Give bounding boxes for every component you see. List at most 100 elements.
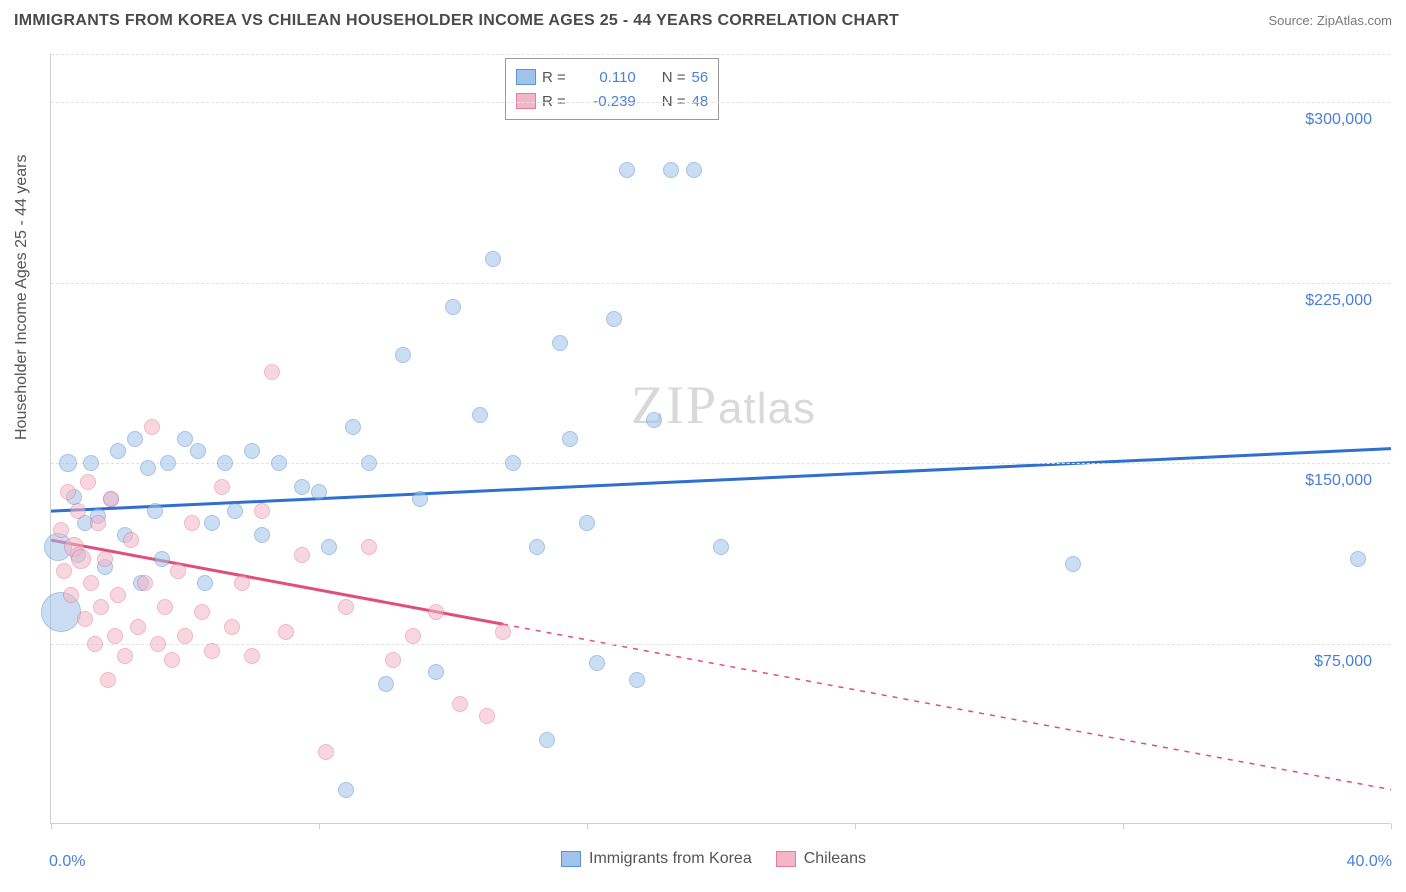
- data-point-chile: [177, 628, 193, 644]
- data-point-korea: [204, 515, 220, 531]
- data-point-korea: [713, 539, 729, 555]
- data-point-chile: [338, 599, 354, 615]
- watermark-atlas: atlas: [718, 384, 816, 433]
- legend-series: Immigrants from Korea Chileans: [561, 850, 866, 868]
- data-point-korea: [552, 335, 568, 351]
- data-point-korea: [686, 162, 702, 178]
- data-point-chile: [70, 503, 86, 519]
- data-point-chile: [244, 648, 260, 664]
- data-point-chile: [294, 547, 310, 563]
- plot-area: ZIPatlas R =0.110N = 56R =-0.239N = 48 I…: [50, 54, 1390, 824]
- source-attribution: Source: ZipAtlas.com: [1268, 13, 1392, 28]
- data-point-chile: [137, 575, 153, 591]
- data-point-korea: [505, 455, 521, 471]
- x-tick: [1391, 823, 1392, 829]
- data-point-korea: [59, 454, 77, 472]
- data-point-chile: [204, 643, 220, 659]
- data-point-chile: [107, 628, 123, 644]
- r-value: -0.239: [572, 93, 636, 110]
- data-point-korea: [154, 551, 170, 567]
- y-tick-label: $75,000: [1314, 653, 1372, 671]
- data-point-korea: [227, 503, 243, 519]
- swatch-icon: [776, 851, 796, 867]
- data-point-chile: [170, 563, 186, 579]
- data-point-korea: [629, 672, 645, 688]
- legend-item-korea: Immigrants from Korea: [561, 850, 752, 868]
- n-label: N =: [662, 69, 686, 86]
- swatch-icon: [516, 69, 536, 85]
- legend-stats-row-korea: R =0.110N = 56: [516, 65, 708, 89]
- data-point-chile: [150, 636, 166, 652]
- x-tick: [855, 823, 856, 829]
- data-point-chile: [60, 484, 76, 500]
- data-point-korea: [83, 455, 99, 471]
- data-point-korea: [217, 455, 233, 471]
- data-point-korea: [140, 460, 156, 476]
- legend-label: Chileans: [804, 850, 866, 868]
- gridline: [51, 102, 1390, 103]
- data-point-chile: [278, 624, 294, 640]
- data-point-korea: [244, 443, 260, 459]
- data-point-chile: [80, 474, 96, 490]
- data-point-korea: [345, 419, 361, 435]
- data-point-chile: [428, 604, 444, 620]
- data-point-chile: [224, 619, 240, 635]
- data-point-korea: [485, 251, 501, 267]
- data-point-chile: [56, 563, 72, 579]
- data-point-chile: [184, 515, 200, 531]
- n-value: 48: [692, 93, 709, 110]
- data-point-korea: [619, 162, 635, 178]
- data-point-chile: [87, 636, 103, 652]
- data-point-chile: [117, 648, 133, 664]
- data-point-chile: [264, 364, 280, 380]
- data-point-korea: [1350, 551, 1366, 567]
- data-point-chile: [130, 619, 146, 635]
- gridline: [51, 463, 1390, 464]
- x-tick: [51, 823, 52, 829]
- data-point-korea: [529, 539, 545, 555]
- data-point-chile: [63, 587, 79, 603]
- data-point-chile: [318, 744, 334, 760]
- data-point-korea: [177, 431, 193, 447]
- data-point-chile: [83, 575, 99, 591]
- legend-stats: R =0.110N = 56R =-0.239N = 48: [505, 58, 719, 120]
- x-tick: [1123, 823, 1124, 829]
- data-point-chile: [164, 652, 180, 668]
- data-point-chile: [100, 672, 116, 688]
- data-point-chile: [194, 604, 210, 620]
- data-point-korea: [271, 455, 287, 471]
- r-label: R =: [542, 69, 566, 86]
- gridline: [51, 644, 1390, 645]
- data-point-korea: [338, 782, 354, 798]
- data-point-chile: [144, 419, 160, 435]
- data-point-korea: [190, 443, 206, 459]
- data-point-chile: [214, 479, 230, 495]
- data-point-chile: [405, 628, 421, 644]
- y-axis-label: Householder Income Ages 25 - 44 years: [13, 155, 31, 441]
- r-value: 0.110: [572, 69, 636, 86]
- swatch-icon: [561, 851, 581, 867]
- x-tick: [319, 823, 320, 829]
- data-point-korea: [562, 431, 578, 447]
- data-point-korea: [378, 676, 394, 692]
- watermark: ZIPatlas: [631, 374, 816, 436]
- gridline: [51, 54, 1390, 55]
- data-point-korea: [254, 527, 270, 543]
- data-point-korea: [663, 162, 679, 178]
- data-point-korea: [160, 455, 176, 471]
- data-point-chile: [234, 575, 250, 591]
- data-point-korea: [579, 515, 595, 531]
- data-point-chile: [254, 503, 270, 519]
- data-point-korea: [1065, 556, 1081, 572]
- data-point-chile: [93, 599, 109, 615]
- x-min-label: 0.0%: [49, 853, 85, 871]
- data-point-korea: [110, 443, 126, 459]
- data-point-chile: [495, 624, 511, 640]
- data-point-chile: [90, 515, 106, 531]
- data-point-chile: [361, 539, 377, 555]
- title-bar: IMMIGRANTS FROM KOREA VS CHILEAN HOUSEHO…: [14, 12, 1392, 40]
- data-point-chile: [71, 549, 91, 569]
- gridline: [51, 283, 1390, 284]
- data-point-korea: [428, 664, 444, 680]
- data-point-chile: [53, 522, 69, 538]
